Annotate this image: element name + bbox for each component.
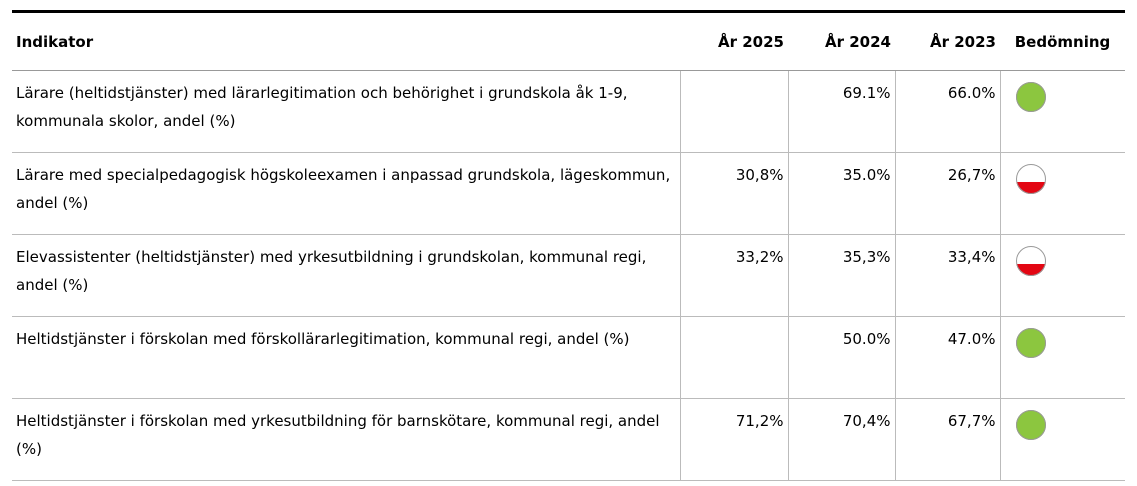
assessment-icon [1015,328,1046,358]
header-cell: År 2025 [680,11,788,71]
table-row: Elevassistenter (heltidstjänster) med yr… [12,234,1125,317]
icon-outline [1015,164,1046,194]
icon-outline [1015,246,1046,276]
assessment-cell [1000,398,1125,481]
value-cell [679,316,789,399]
header-cell: År 2024 [788,11,895,71]
indicator-cell: Lärare (heltidstjänster) med lärarlegiti… [12,70,680,153]
value-cell: 47.0% [894,316,1001,399]
indicator-cell: Heltidstjänster i förskolan med yrkesutb… [12,398,680,481]
value-cell: 35,3% [787,234,896,317]
indicator-cell: Lärare med specialpedagogisk högskoleexa… [12,152,680,235]
value-cell: 69.1% [787,70,896,153]
assessment-cell [1000,234,1125,317]
value-cell: 70,4% [787,398,896,481]
assessment-cell [1000,70,1125,153]
header-cell: År 2023 [895,11,1000,71]
assessment-icon [1015,82,1046,112]
icon-outline [1015,82,1046,112]
indicator-table: Indikator År 2025 År 2024 År 2023 Bedömn… [12,10,1125,481]
assessment-icon [1015,410,1046,440]
icon-outline [1015,328,1046,358]
icon-fill [1015,182,1046,194]
indicator-cell: Heltidstjänster i förskolan med förskoll… [12,316,680,399]
assessment-icon [1015,164,1046,194]
header-cell: Bedömning [1000,11,1125,71]
value-cell: 35.0% [787,152,896,235]
value-cell: 71,2% [679,398,789,481]
assessment-cell [1000,152,1125,235]
table-row: Heltidstjänster i förskolan med förskoll… [12,316,1125,399]
table-row: Heltidstjänster i förskolan med yrkesutb… [12,398,1125,481]
value-cell [679,70,789,153]
value-cell: 33,2% [679,234,789,317]
icon-fill [1015,264,1046,276]
table-row: Lärare (heltidstjänster) med lärarlegiti… [12,70,1125,153]
icon-outline [1015,410,1046,440]
table-body: Lärare (heltidstjänster) med lärarlegiti… [12,70,1125,481]
value-cell: 26,7% [894,152,1001,235]
value-cell: 50.0% [787,316,896,399]
header-row: Indikator År 2025 År 2024 År 2023 Bedömn… [12,11,1125,71]
indicator-cell: Elevassistenter (heltidstjänster) med yr… [12,234,680,317]
value-cell: 33,4% [894,234,1001,317]
header-cell: Indikator [12,11,680,71]
table-row: Lärare med specialpedagogisk högskoleexa… [12,152,1125,235]
assessment-cell [1000,316,1125,399]
value-cell: 30,8% [679,152,789,235]
value-cell: 66.0% [894,70,1001,153]
assessment-icon [1015,246,1046,276]
value-cell: 67,7% [894,398,1001,481]
